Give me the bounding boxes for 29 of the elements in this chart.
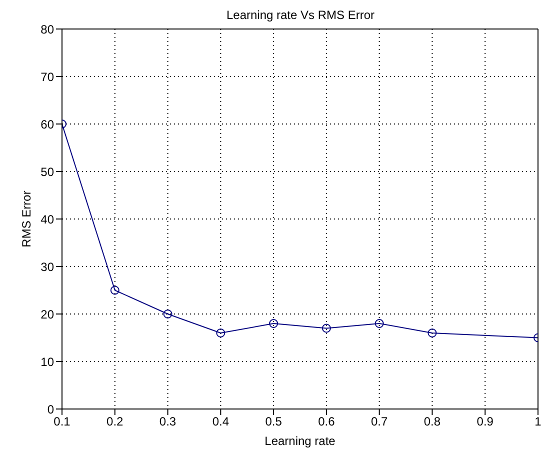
x-tick-label: 0.8 xyxy=(424,414,441,429)
y-axis-title: RMS Error xyxy=(19,190,34,248)
point xyxy=(163,310,172,318)
x-tick-label: 0.1 xyxy=(54,414,71,429)
x-tick-label: 0.3 xyxy=(159,414,176,429)
y-tick-label: 30 xyxy=(40,260,54,274)
x-tick-label: 0.7 xyxy=(370,414,388,429)
point xyxy=(322,324,331,333)
y-tick-label: 0 xyxy=(47,402,54,416)
point xyxy=(216,328,226,338)
y-tick-label: 10 xyxy=(40,354,54,369)
x-tick-label: 0.2 xyxy=(106,414,124,429)
x-tick-label: 0.4 xyxy=(212,414,230,429)
y-tick-label: 40 xyxy=(40,212,54,226)
point xyxy=(110,286,120,295)
x-tick-label: 0.9 xyxy=(476,414,494,429)
y-tick-label: 70 xyxy=(40,70,54,84)
y-tick-label: 80 xyxy=(40,22,54,36)
point xyxy=(428,328,437,338)
y-tick-label: 50 xyxy=(40,164,54,179)
x-axis-title: Learning rate xyxy=(264,434,336,448)
x-tick-label: 1 xyxy=(534,414,542,429)
y-tick-label: 60 xyxy=(40,117,54,132)
y-tick-label: 20 xyxy=(40,307,54,322)
x-tick-label: 0.6 xyxy=(318,414,336,429)
point xyxy=(269,319,278,328)
x-tick-label: 0.5 xyxy=(265,414,282,429)
chart-title: Learning rate Vs RMS Error xyxy=(225,8,376,24)
point xyxy=(374,319,384,328)
